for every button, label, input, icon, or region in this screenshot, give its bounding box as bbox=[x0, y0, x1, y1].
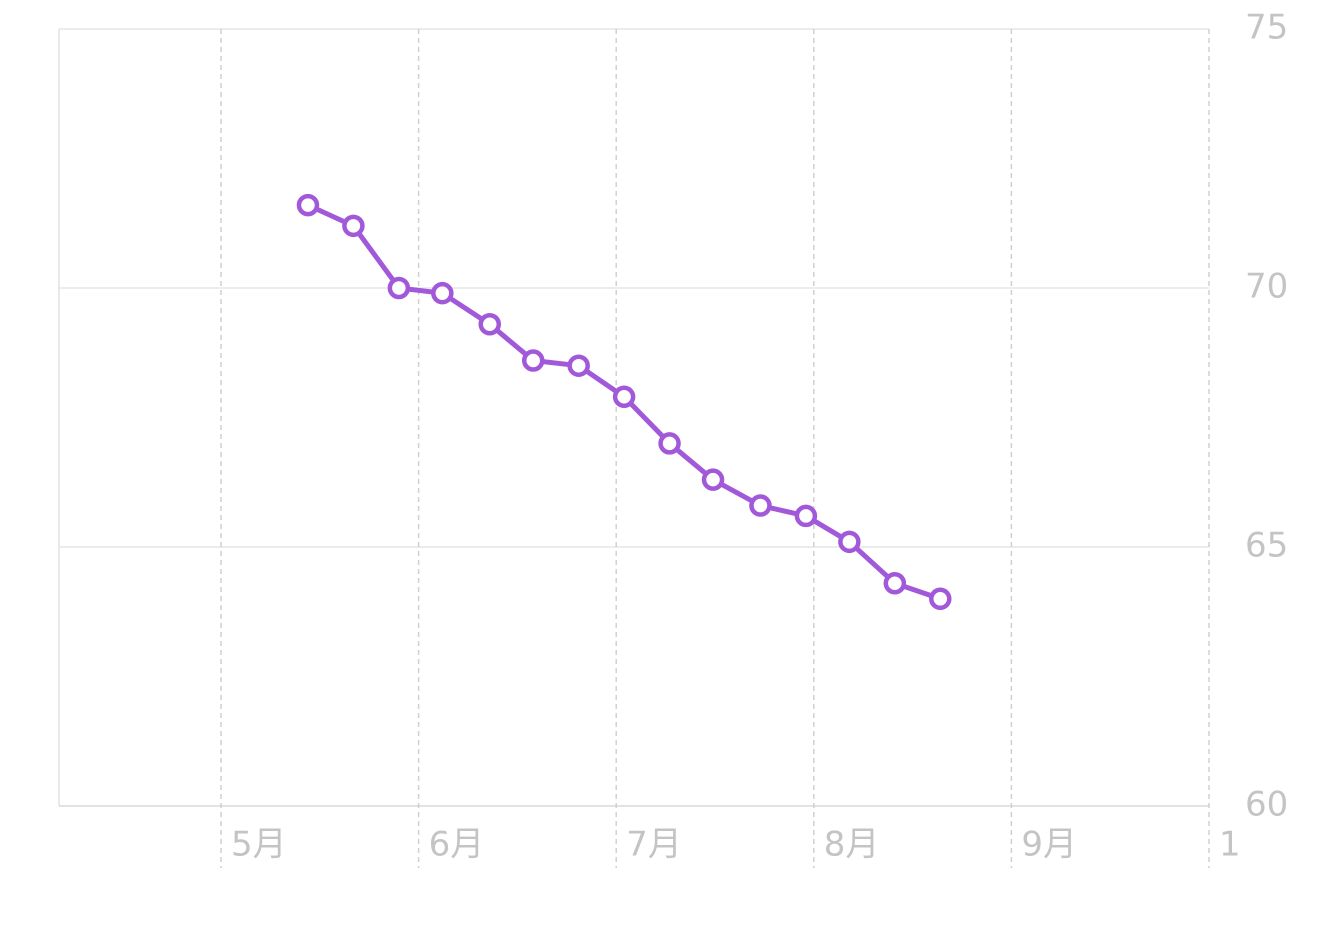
point bbox=[883, 572, 907, 595]
y-tick-label: 70 bbox=[1245, 267, 1288, 307]
point bbox=[387, 276, 411, 300]
x-tick-label: 6月 bbox=[429, 825, 485, 865]
y-tick-label: 75 bbox=[1245, 8, 1288, 48]
y-tick-label: 60 bbox=[1245, 785, 1288, 825]
point bbox=[431, 281, 454, 305]
point bbox=[296, 193, 320, 217]
point bbox=[658, 432, 681, 455]
point bbox=[749, 494, 772, 517]
x-tick-label: 8月 bbox=[824, 825, 880, 865]
x-tick-label: 9月 bbox=[1021, 825, 1077, 865]
point bbox=[929, 587, 952, 611]
point bbox=[478, 313, 502, 336]
x-tick-label: 7月 bbox=[626, 825, 682, 865]
point bbox=[838, 530, 861, 554]
point bbox=[521, 349, 545, 372]
x-tick-label: 1 bbox=[1219, 825, 1241, 865]
point bbox=[701, 468, 725, 491]
point bbox=[612, 385, 636, 409]
point bbox=[342, 214, 365, 238]
y-tick-label: 65 bbox=[1245, 526, 1288, 566]
point bbox=[794, 504, 818, 528]
point bbox=[567, 354, 590, 377]
x-tick-label: 5月 bbox=[231, 825, 287, 865]
